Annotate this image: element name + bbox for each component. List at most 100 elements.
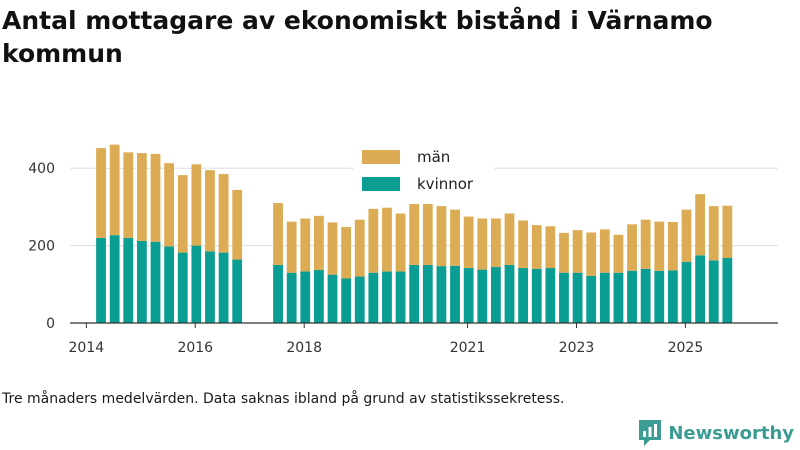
- brand-name: Newsworthy: [668, 422, 794, 444]
- bar-kvinnor: [273, 264, 283, 323]
- bar-man: [654, 221, 665, 271]
- y-tick-label: 0: [46, 316, 55, 332]
- bar-man: [477, 218, 488, 270]
- bar-kvinnor: [341, 278, 352, 323]
- x-tick-label: 2021: [450, 340, 486, 356]
- bar-man: [708, 206, 719, 261]
- axes: 0 200 400 2014 2016 2018 2021 2023 2025: [28, 161, 778, 356]
- bar-man: [450, 209, 460, 266]
- bar-man: [109, 144, 120, 236]
- y-tick-label: 400: [28, 161, 55, 177]
- bar-kvinnor: [232, 259, 243, 323]
- bar-man: [164, 163, 175, 247]
- bar-kvinnor: [136, 240, 147, 323]
- bar-kvinnor: [422, 264, 433, 323]
- bar-kvinnor: [409, 264, 420, 323]
- bar-man: [205, 170, 215, 252]
- bar-man: [504, 213, 515, 265]
- bar-kvinnor: [613, 272, 624, 323]
- bar-kvinnor: [218, 252, 229, 323]
- bar-man: [395, 213, 406, 272]
- bar-kvinnor: [586, 275, 597, 323]
- bar-man: [218, 174, 229, 253]
- brand-logo: Newsworthy: [638, 419, 794, 447]
- bar-kvinnor: [191, 245, 202, 323]
- bar-man: [667, 222, 678, 271]
- bar-man: [409, 201, 420, 265]
- bar-kvinnor: [667, 270, 678, 323]
- bar-man: [286, 221, 297, 273]
- newsworthy-logo-icon: [639, 420, 662, 446]
- bar-man: [599, 229, 610, 273]
- bar-kvinnor: [477, 269, 488, 323]
- bar-man: [559, 232, 569, 273]
- bar-series: [96, 144, 733, 323]
- bar-kvinnor: [354, 276, 365, 323]
- bar-kvinnor: [96, 237, 106, 323]
- bar-kvinnor: [559, 272, 569, 323]
- legend-swatch: [362, 150, 400, 164]
- x-tick-label: 2014: [69, 340, 105, 356]
- bar-kvinnor: [395, 271, 406, 323]
- bar-kvinnor: [722, 257, 733, 323]
- bar-man: [463, 216, 474, 269]
- legend-label: män: [417, 148, 450, 166]
- x-tick-label: 2018: [286, 340, 322, 356]
- bar-man: [341, 227, 352, 279]
- bar-man: [96, 148, 106, 238]
- bar-kvinnor: [599, 272, 610, 323]
- bar-kvinnor: [695, 255, 706, 323]
- bar-kvinnor: [450, 265, 460, 323]
- bar-kvinnor: [640, 268, 651, 323]
- x-tick-label: 2016: [177, 340, 213, 356]
- bar-kvinnor: [123, 237, 134, 323]
- bar-kvinnor: [490, 266, 501, 323]
- legend: män kvinnor: [354, 144, 494, 204]
- bar-kvinnor: [681, 261, 692, 323]
- bar-man: [627, 224, 637, 271]
- bar-kvinnor: [150, 241, 161, 323]
- bar-kvinnor: [518, 268, 529, 323]
- bar-kvinnor: [205, 251, 215, 323]
- bar-kvinnor: [531, 268, 542, 323]
- bar-man: [681, 209, 692, 262]
- y-tick-label: 200: [28, 239, 55, 255]
- chart-note: Tre månaders medelvärden. Data saknas ib…: [2, 391, 565, 407]
- bar-kvinnor: [545, 268, 556, 323]
- bar-man: [695, 194, 706, 256]
- bar-man: [490, 218, 501, 267]
- bar-man: [177, 175, 188, 253]
- bar-man: [300, 218, 311, 272]
- bar-kvinnor: [109, 235, 120, 323]
- bar-man: [327, 222, 338, 275]
- bar-man: [722, 205, 733, 258]
- bar-man: [354, 219, 365, 277]
- chart-title: Antal mottagare av ekonomiskt bistånd i …: [2, 6, 713, 68]
- bar-man: [531, 225, 542, 269]
- legend-swatch: [362, 177, 400, 191]
- bar-kvinnor: [313, 269, 324, 323]
- bar-kvinnor: [368, 272, 379, 323]
- bar-man: [191, 164, 202, 246]
- x-tick-label: 2023: [559, 340, 595, 356]
- bar-man: [640, 219, 651, 269]
- bar-man: [545, 226, 556, 269]
- bar-kvinnor: [504, 264, 515, 323]
- bar-kvinnor: [627, 270, 637, 323]
- bar-kvinnor: [382, 271, 392, 323]
- bar-man: [422, 203, 433, 265]
- bar-man: [273, 203, 283, 265]
- bar-kvinnor: [286, 272, 297, 323]
- bar-man: [232, 189, 243, 260]
- bar-man: [586, 232, 597, 276]
- bar-kvinnor: [654, 270, 665, 323]
- legend-label: kvinnor: [417, 175, 474, 193]
- bar-man: [368, 208, 379, 273]
- bar-kvinnor: [708, 260, 719, 323]
- bar-man: [123, 152, 134, 238]
- bar-kvinnor: [572, 272, 583, 323]
- bar-man: [518, 220, 529, 269]
- bar-man: [436, 206, 447, 267]
- bar-kvinnor: [300, 271, 311, 323]
